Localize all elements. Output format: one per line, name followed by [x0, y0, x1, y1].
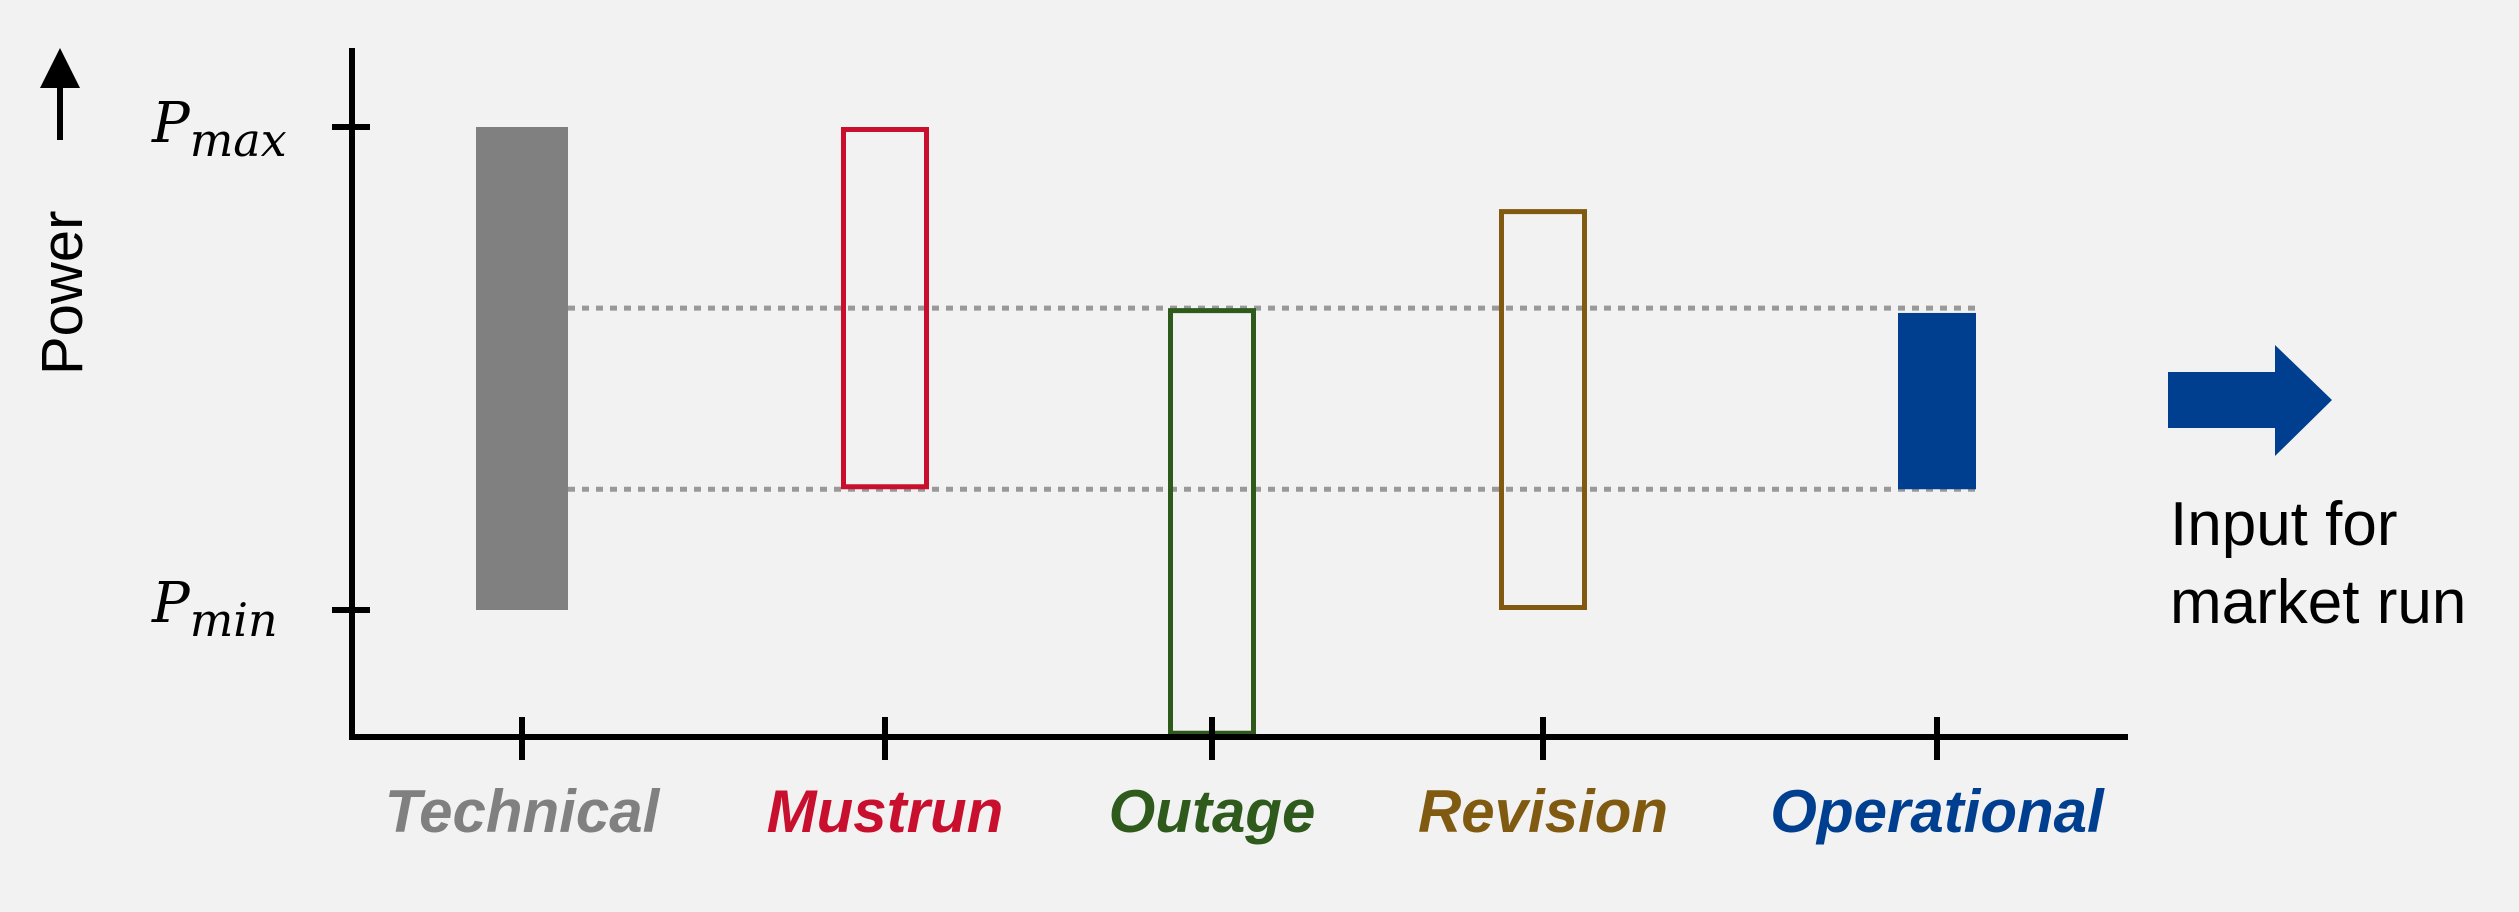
x-axis-ticks: [519, 717, 1940, 760]
y-tick-label-min: Pmin: [151, 571, 278, 647]
revision-category-label: Revision: [1418, 778, 1668, 845]
x-axis-category-labels: Technical Mustrun Outage Revision Operationa…: [385, 778, 2105, 845]
mustrun-category-label: Mustrun: [767, 778, 1004, 845]
y-axis-label-group: Power: [30, 48, 95, 375]
output-arrow-icon: [2168, 345, 2332, 456]
output-label-line2: market run: [2170, 568, 2466, 637]
range-bars: [476, 127, 1976, 736]
operational-category-label: Operational: [1770, 778, 2105, 845]
revision-range-bar: [1499, 209, 1587, 611]
outage-range-bar: [1168, 308, 1256, 736]
technical-category-label: Technical: [385, 778, 661, 845]
technical-range-bar: [476, 127, 568, 610]
mustrun-range-bar: [841, 127, 929, 490]
outage-category-label: Outage: [1109, 778, 1316, 845]
output-label-line1: Input for: [2170, 490, 2397, 559]
y-tick-label-max: Pmax: [151, 91, 287, 167]
y-axis-arrow-head: [40, 48, 80, 88]
y-axis-label: Power: [30, 211, 95, 375]
operational-range-bar: [1898, 312, 1976, 490]
